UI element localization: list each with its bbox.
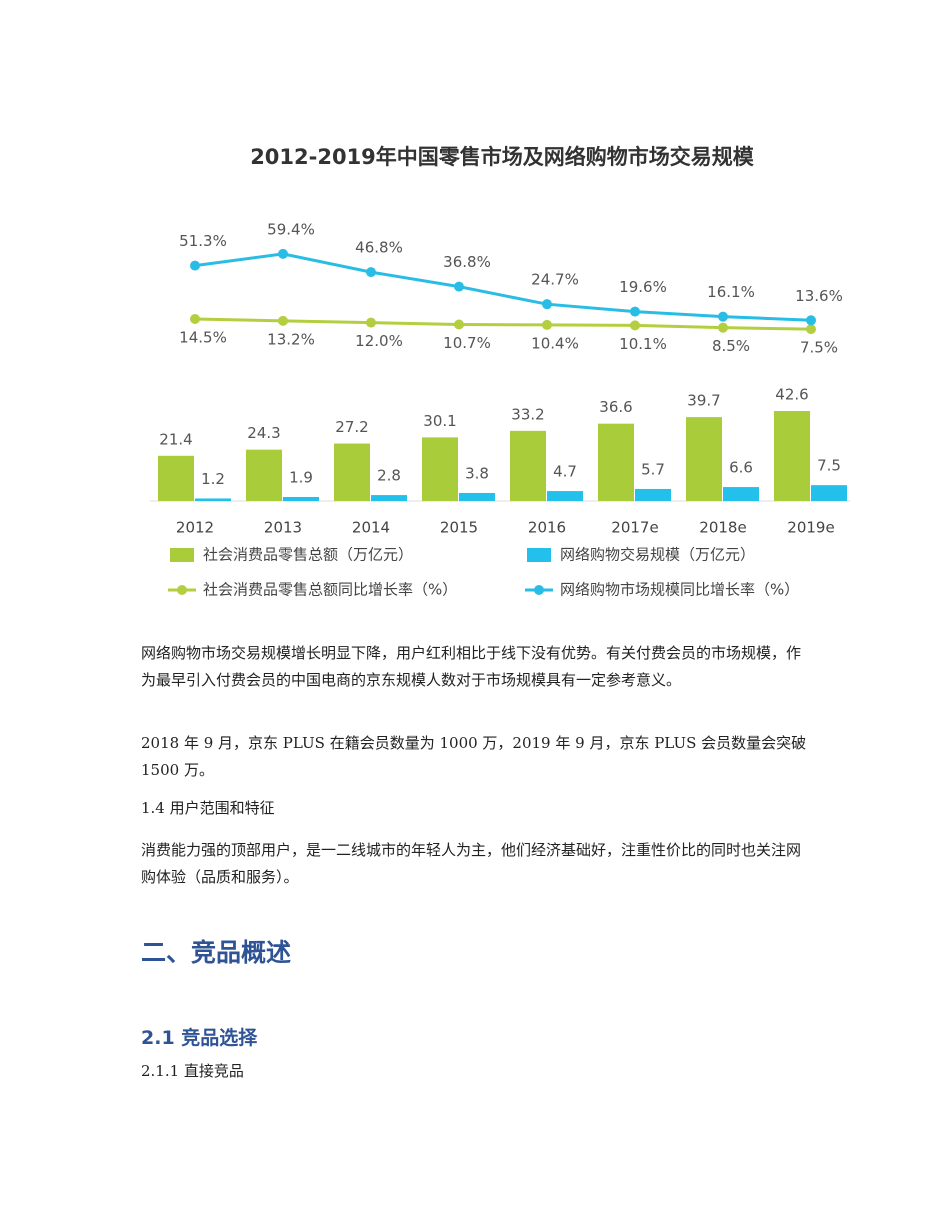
data-label: 21.4 — [159, 430, 192, 448]
data-label: 39.7 — [687, 392, 720, 410]
bar — [510, 430, 546, 501]
line-point — [366, 267, 376, 278]
line-point — [190, 260, 200, 271]
data-label: 8.5% — [712, 337, 750, 355]
line-point — [190, 313, 200, 324]
legend-label: 网络购物交易规模（万亿元） — [560, 546, 755, 564]
data-label: 33.2 — [511, 405, 544, 423]
data-label: 36.6 — [599, 398, 632, 416]
data-label: 10.1% — [619, 335, 667, 353]
legend-swatch — [527, 548, 551, 562]
legend-label: 社会消费品零售总额同比增长率（%） — [203, 581, 457, 599]
x-tick-label: 2016 — [528, 519, 566, 537]
legend-swatch — [170, 548, 194, 562]
data-label: 59.4% — [267, 220, 315, 238]
bar — [598, 423, 634, 501]
data-label: 16.1% — [707, 283, 755, 301]
line — [194, 317, 812, 331]
data-label: 14.5% — [179, 328, 227, 346]
data-label: 13.2% — [267, 330, 315, 348]
bar — [686, 417, 722, 501]
x-tick-label: 2012 — [176, 519, 214, 537]
paragraph: 消费能力强的顶部用户，是一二线城市的年轻人为主，他们经济基础好，注重性价比的同时… — [141, 841, 802, 886]
bar — [635, 488, 671, 501]
data-label: 3.8 — [465, 464, 489, 482]
data-label: 5.7 — [641, 460, 665, 478]
data-label: 10.4% — [531, 334, 579, 352]
data-label: 36.8% — [443, 253, 491, 271]
legend-swatch — [534, 585, 544, 595]
line-point — [542, 319, 552, 330]
line — [194, 252, 812, 322]
data-label: 7.5 — [817, 457, 841, 475]
x-tick-label: 2019e — [787, 519, 834, 537]
line-point — [366, 317, 376, 328]
subsection-heading: 2.1 竞品选择 — [141, 1027, 258, 1049]
data-label: 4.7 — [553, 463, 577, 481]
line-point — [718, 322, 728, 333]
paragraph: 2018 年 9 月，京东 PLUS 在籍会员数量为 1000 万，2019 年… — [141, 734, 807, 779]
data-label: 30.1 — [423, 412, 456, 430]
x-tick-label: 2015 — [440, 519, 478, 537]
bar — [774, 411, 810, 501]
paragraph: 网络购物市场交易规模增长明显下降，用户红利相比于线下没有优势。有关付费会员的市场… — [141, 644, 802, 689]
bar — [371, 495, 407, 501]
chart-title: 2012-2019年中国零售市场及网络购物市场交易规模 — [250, 145, 755, 169]
line-point — [278, 315, 288, 326]
bar — [811, 485, 847, 501]
chart: 2012-2019年中国零售市场及网络购物市场交易规模 2012 2013 2014… — [150, 145, 850, 599]
data-label: 46.8% — [355, 239, 403, 257]
legend-label: 社会消费品零售总额（万亿元） — [203, 546, 413, 564]
line-point — [630, 320, 640, 331]
data-label: 51.3% — [179, 232, 227, 250]
bar — [723, 487, 759, 501]
data-label: 27.2 — [335, 418, 368, 436]
bar — [422, 437, 458, 501]
data-label: 24.7% — [531, 271, 579, 289]
bar — [246, 449, 282, 501]
legend-label: 网络购物市场规模同比增长率（%） — [560, 581, 799, 599]
line-point — [542, 299, 552, 310]
subsection-heading: 2.1.1 直接竞品 — [141, 1062, 244, 1080]
data-label: 10.7% — [443, 334, 491, 352]
x-tick-label: 2014 — [352, 519, 390, 537]
bar — [459, 492, 495, 501]
data-label: 1.2 — [201, 470, 225, 488]
subsection-heading: 1.4 用户范围和特征 — [141, 799, 275, 817]
data-label: 7.5% — [800, 339, 838, 357]
data-label: 1.9 — [289, 468, 313, 486]
bar — [334, 443, 370, 501]
x-tick-label: 2013 — [264, 519, 302, 537]
bar — [195, 498, 231, 501]
line-point — [806, 315, 816, 326]
line-point — [278, 248, 288, 259]
line-point — [454, 319, 464, 330]
data-label: 6.6 — [729, 459, 753, 477]
data-label: 19.6% — [619, 278, 667, 296]
data-label: 2.8 — [377, 467, 401, 485]
bar — [547, 491, 583, 501]
bar — [283, 496, 319, 501]
x-tick-label: 2017e — [611, 519, 658, 537]
line-point — [454, 281, 464, 292]
data-label: 42.6 — [775, 386, 808, 404]
x-tick-label: 2018e — [699, 519, 746, 537]
data-label: 12.0% — [355, 332, 403, 350]
section-heading: 二、竞品概述 — [141, 938, 292, 967]
legend-swatch — [177, 585, 187, 595]
line-point — [630, 306, 640, 317]
line-point — [718, 311, 728, 322]
line-point — [806, 324, 816, 335]
data-label: 13.6% — [795, 287, 843, 305]
bar — [158, 455, 194, 501]
data-label: 24.3 — [247, 424, 280, 442]
